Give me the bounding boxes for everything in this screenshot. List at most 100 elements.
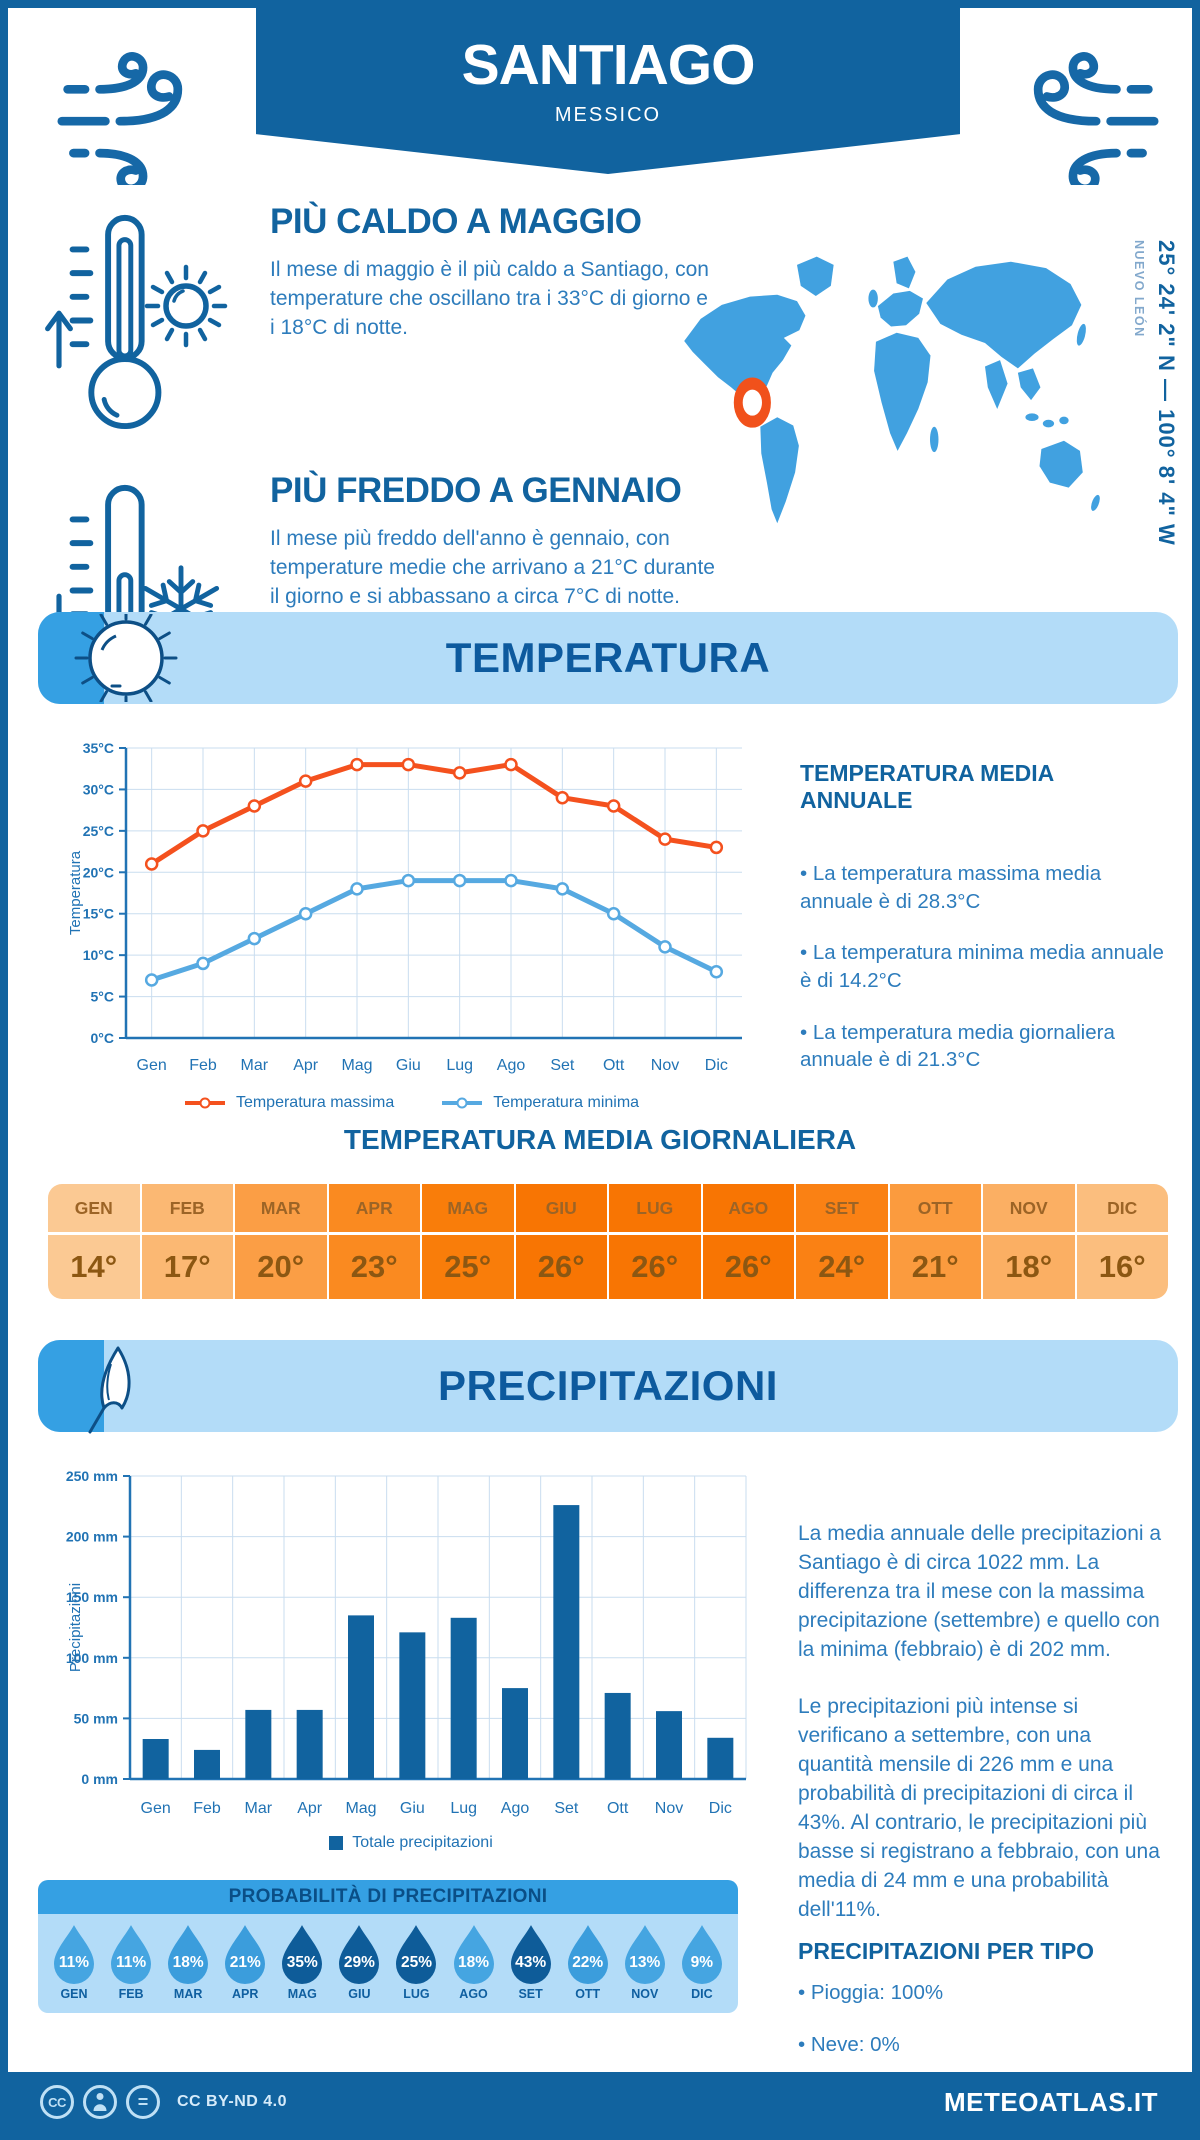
svg-text:10°C: 10°C [83, 947, 114, 963]
page-subtitle: MESSICO [554, 104, 662, 126]
annual-bullet: • La temperatura media giornaliera annua… [800, 1020, 1115, 1072]
svg-text:Precipitazioni: Precipitazioni [67, 1583, 84, 1672]
droplet-icon: 21% APR [219, 1924, 271, 2001]
probability-month: MAR [173, 1987, 203, 2001]
svg-text:Feb: Feb [193, 1800, 221, 1817]
svg-text:Dic: Dic [705, 1057, 728, 1074]
svg-text:Ago: Ago [497, 1057, 526, 1074]
probability-value: 35% [286, 1954, 318, 1971]
droplet-icon: 22% OTT [562, 1924, 614, 2001]
data-point [401, 873, 416, 888]
probability-title: PROBABILITÀ DI PRECIPITAZIONI [38, 1880, 738, 1914]
type-bullet: • Neve: 0% [798, 2032, 900, 2056]
precipitation-bar-chart-svg: 0 mm 50 mm 100 mm 150 mm 200 mm 250 mm Gen Feb M… [66, 1468, 747, 1817]
svg-text:200 mm: 200 mm [66, 1529, 118, 1545]
probability-value: 22% [572, 1954, 604, 1971]
daily-month-header: NOV [983, 1184, 1075, 1235]
data-point [709, 840, 724, 855]
probability-month: AGO [459, 1987, 488, 2001]
data-point [504, 873, 518, 888]
droplet-icon: 11% FEB [105, 1924, 157, 2001]
data-point [658, 832, 672, 846]
data-point [452, 766, 467, 780]
svg-text:15°C: 15°C [83, 906, 114, 922]
droplet-icon: 29% GIU [333, 1924, 385, 2001]
annual-title: TEMPERATURA MEDIA ANNUALE [800, 760, 1054, 813]
daily-month-header: LUG [609, 1184, 701, 1235]
sun-icon [144, 264, 228, 348]
probability-value: 43% [515, 1954, 547, 1971]
svg-text:Lug: Lug [446, 1057, 473, 1074]
probability-value: 13% [629, 1954, 661, 1971]
data-point [606, 906, 621, 921]
svg-text:Gen: Gen [141, 1800, 171, 1817]
svg-text:Dic: Dic [709, 1800, 732, 1817]
daily-month-header: GEN [48, 1184, 140, 1235]
type-bullet: • Pioggia: 100% [798, 1981, 944, 2004]
svg-text:Mar: Mar [245, 1800, 273, 1817]
legend-item: Totale precipitazioni [329, 1834, 493, 1852]
probability-box: PROBABILITÀ DI PRECIPITAZIONI 11% GEN 11% F… [38, 1880, 738, 2013]
daily-temp-value: 17° [141, 1235, 233, 1299]
bar-Apr [296, 1709, 323, 1779]
daily-temp-value: 26° [609, 1235, 701, 1299]
sun-banner-icon [74, 614, 178, 702]
probability-month: OTT [575, 1987, 601, 2001]
map-marker-icon [733, 377, 771, 428]
svg-text:0°C: 0°C [91, 1030, 115, 1046]
daily-month-header: SET [796, 1184, 888, 1235]
footer-bar: CC = CC BY-ND 4.0 METEOATLAS.IT [8, 2072, 1192, 2132]
svg-text:Mar: Mar [241, 1057, 269, 1074]
svg-text:Ago: Ago [501, 1800, 530, 1817]
legend-item: Temperatura minima [440, 1094, 639, 1112]
data-point [709, 964, 724, 979]
temperature-legend: Temperatura massima Temperatura minima [66, 1094, 756, 1112]
daily-month-header: OTT [889, 1184, 981, 1235]
temperature-line-chart-svg: 0°C 5°C 10°C 15°C 20°C 25°C 30°C 35°C Gen Feb Mar A… [67, 740, 742, 1074]
bar-Ago [502, 1688, 528, 1779]
bar-Ott [604, 1692, 631, 1779]
daily-month-header: GIU [515, 1184, 607, 1235]
probability-value: 29% [343, 1954, 375, 1971]
svg-text:Ott: Ott [607, 1800, 629, 1817]
data-point [401, 757, 416, 772]
probability-drops: 11% GEN 11% FEB 18% MAR 21% APR 35% MAG 29% GIU 25% L… [38, 1914, 738, 2013]
probability-month: APR [232, 1987, 259, 2001]
svg-text:Set: Set [550, 1057, 575, 1074]
header-ribbon: SANTIAGO MESSICO [256, 8, 960, 174]
daily-month-header: AGO [702, 1184, 794, 1235]
svg-text:Feb: Feb [189, 1057, 217, 1074]
temperature-banner: TEMPERATURA [38, 612, 1178, 704]
data-point [196, 956, 210, 971]
precipitation-chart: 0 mm 50 mm 100 mm 150 mm 200 mm 250 mm Gen Feb M… [66, 1464, 756, 1834]
svg-text:Gen: Gen [137, 1057, 167, 1074]
type-bullets: • Pioggia: 100% • Neve: 0% [798, 1979, 1163, 2058]
probability-value: 18% [172, 1954, 204, 1971]
data-point [350, 882, 364, 896]
bar-Giu [399, 1632, 426, 1779]
precipitation-text-block: La media annuale delle precipitazioni a … [798, 1520, 1170, 1953]
svg-text:250 mm: 250 mm [66, 1468, 118, 1484]
precipitation-paragraph-2: Le precipitazioni più intense si verific… [798, 1694, 1160, 1921]
data-point [247, 799, 262, 813]
probability-value: 11% [115, 1954, 147, 1971]
thermometer-hot-icon [69, 214, 162, 430]
precipitation-section-title: PRECIPITAZIONI [438, 1362, 778, 1409]
droplet-icon: 9% DIC [676, 1924, 728, 2001]
probability-value: 9% [690, 1954, 714, 1971]
daily-temp-value: 26° [515, 1235, 607, 1299]
svg-text:Lug: Lug [450, 1800, 477, 1817]
types-title: PRECIPITAZIONI PER TIPO [798, 1938, 1095, 1964]
data-point [350, 757, 364, 772]
svg-text:35°C: 35°C [83, 740, 114, 756]
probability-month: SET [518, 1987, 543, 2001]
arrow-up-icon [45, 310, 73, 369]
series-line [149, 878, 719, 983]
bar-Gen [142, 1739, 169, 1779]
daily-temp-value: 18° [983, 1235, 1075, 1299]
bar-Mag [348, 1615, 374, 1779]
svg-text:Ott: Ott [603, 1057, 625, 1074]
daily-month-header: MAR [235, 1184, 327, 1235]
region-label: NUEVO LEÓN [1132, 240, 1146, 338]
data-point [555, 790, 570, 805]
